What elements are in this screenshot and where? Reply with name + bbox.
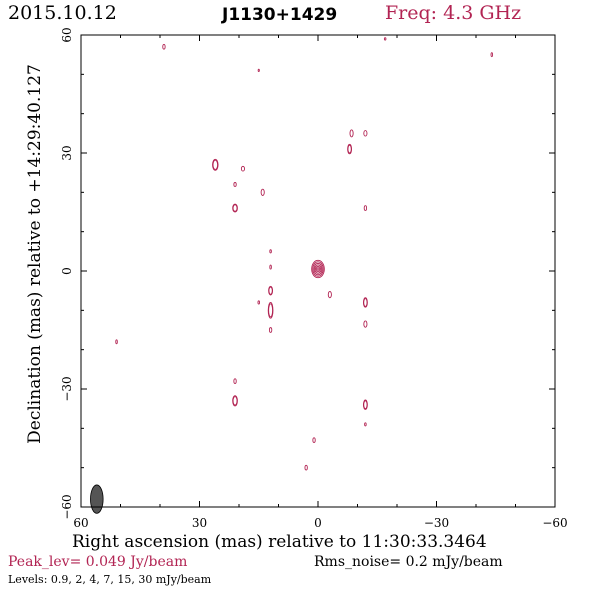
contour-line [162, 43, 166, 50]
x-tick-label: 60 [73, 516, 88, 530]
contour-line [269, 249, 272, 254]
x-tick-label: −30 [424, 516, 449, 530]
contour-line [363, 400, 368, 410]
contour-line [327, 290, 332, 299]
contour-line [313, 262, 323, 276]
contour-levels: Levels: 0.9, 2, 4, 7, 15, 30 mJy/beam [8, 573, 212, 586]
x-tick-label: −60 [542, 516, 567, 530]
beam-ellipse [90, 484, 104, 514]
contour-line [304, 464, 308, 471]
contour-line [232, 396, 238, 406]
x-axis-label: Right ascension (mas) relative to 11:30:… [72, 532, 487, 552]
contour-line [257, 300, 260, 305]
y-tick-label: 0 [60, 267, 74, 275]
contour-line [269, 264, 272, 270]
frequency-label: Freq: 4.3 GHz [385, 2, 522, 24]
contour-line [363, 130, 368, 137]
source-name: J1130+1429 [222, 5, 338, 25]
y-axis-label: Declination (mas) relative to +14:29:40.… [25, 64, 45, 444]
contour-line [316, 267, 320, 271]
contour-line [383, 37, 387, 41]
contour-line [233, 182, 237, 187]
contour-line [115, 339, 118, 345]
contour-line [312, 261, 324, 277]
contour-line [363, 320, 368, 328]
contour-line [364, 422, 367, 427]
contour-line [260, 188, 265, 196]
contour-line [311, 259, 325, 279]
contour-line [212, 159, 219, 170]
contour-layer [115, 37, 494, 471]
y-tick-label: 30 [60, 145, 74, 160]
contour-line [232, 204, 238, 212]
contour-line [233, 378, 237, 384]
beam-layer [90, 484, 104, 514]
epoch-date: 2015.10.12 [8, 2, 117, 24]
peak-level: Peak_lev= 0.049 Jy/beam [8, 554, 188, 570]
contour-line [349, 129, 354, 138]
plot-frame [80, 34, 556, 508]
contour-line [240, 165, 245, 172]
contour-line [257, 68, 260, 73]
contour-line [347, 144, 352, 154]
contour-line [314, 264, 322, 274]
contour-line [268, 303, 274, 318]
axis-ticks [80, 34, 556, 508]
contour-line [268, 286, 273, 295]
x-tick-label: 30 [192, 516, 207, 530]
contour-line [212, 158, 219, 171]
y-tick-label: −60 [60, 494, 74, 519]
contour-line [312, 437, 316, 443]
x-tick-label: 0 [314, 516, 322, 530]
contour-line [363, 205, 368, 211]
y-tick-label: −30 [60, 376, 74, 401]
rms-noise: Rms_noise= 0.2 mJy/beam [314, 554, 503, 570]
contour-line [490, 52, 494, 58]
y-tick-label: 60 [60, 27, 74, 42]
contour-line [268, 327, 273, 333]
contour-line [363, 298, 368, 307]
contour-line [315, 265, 321, 273]
